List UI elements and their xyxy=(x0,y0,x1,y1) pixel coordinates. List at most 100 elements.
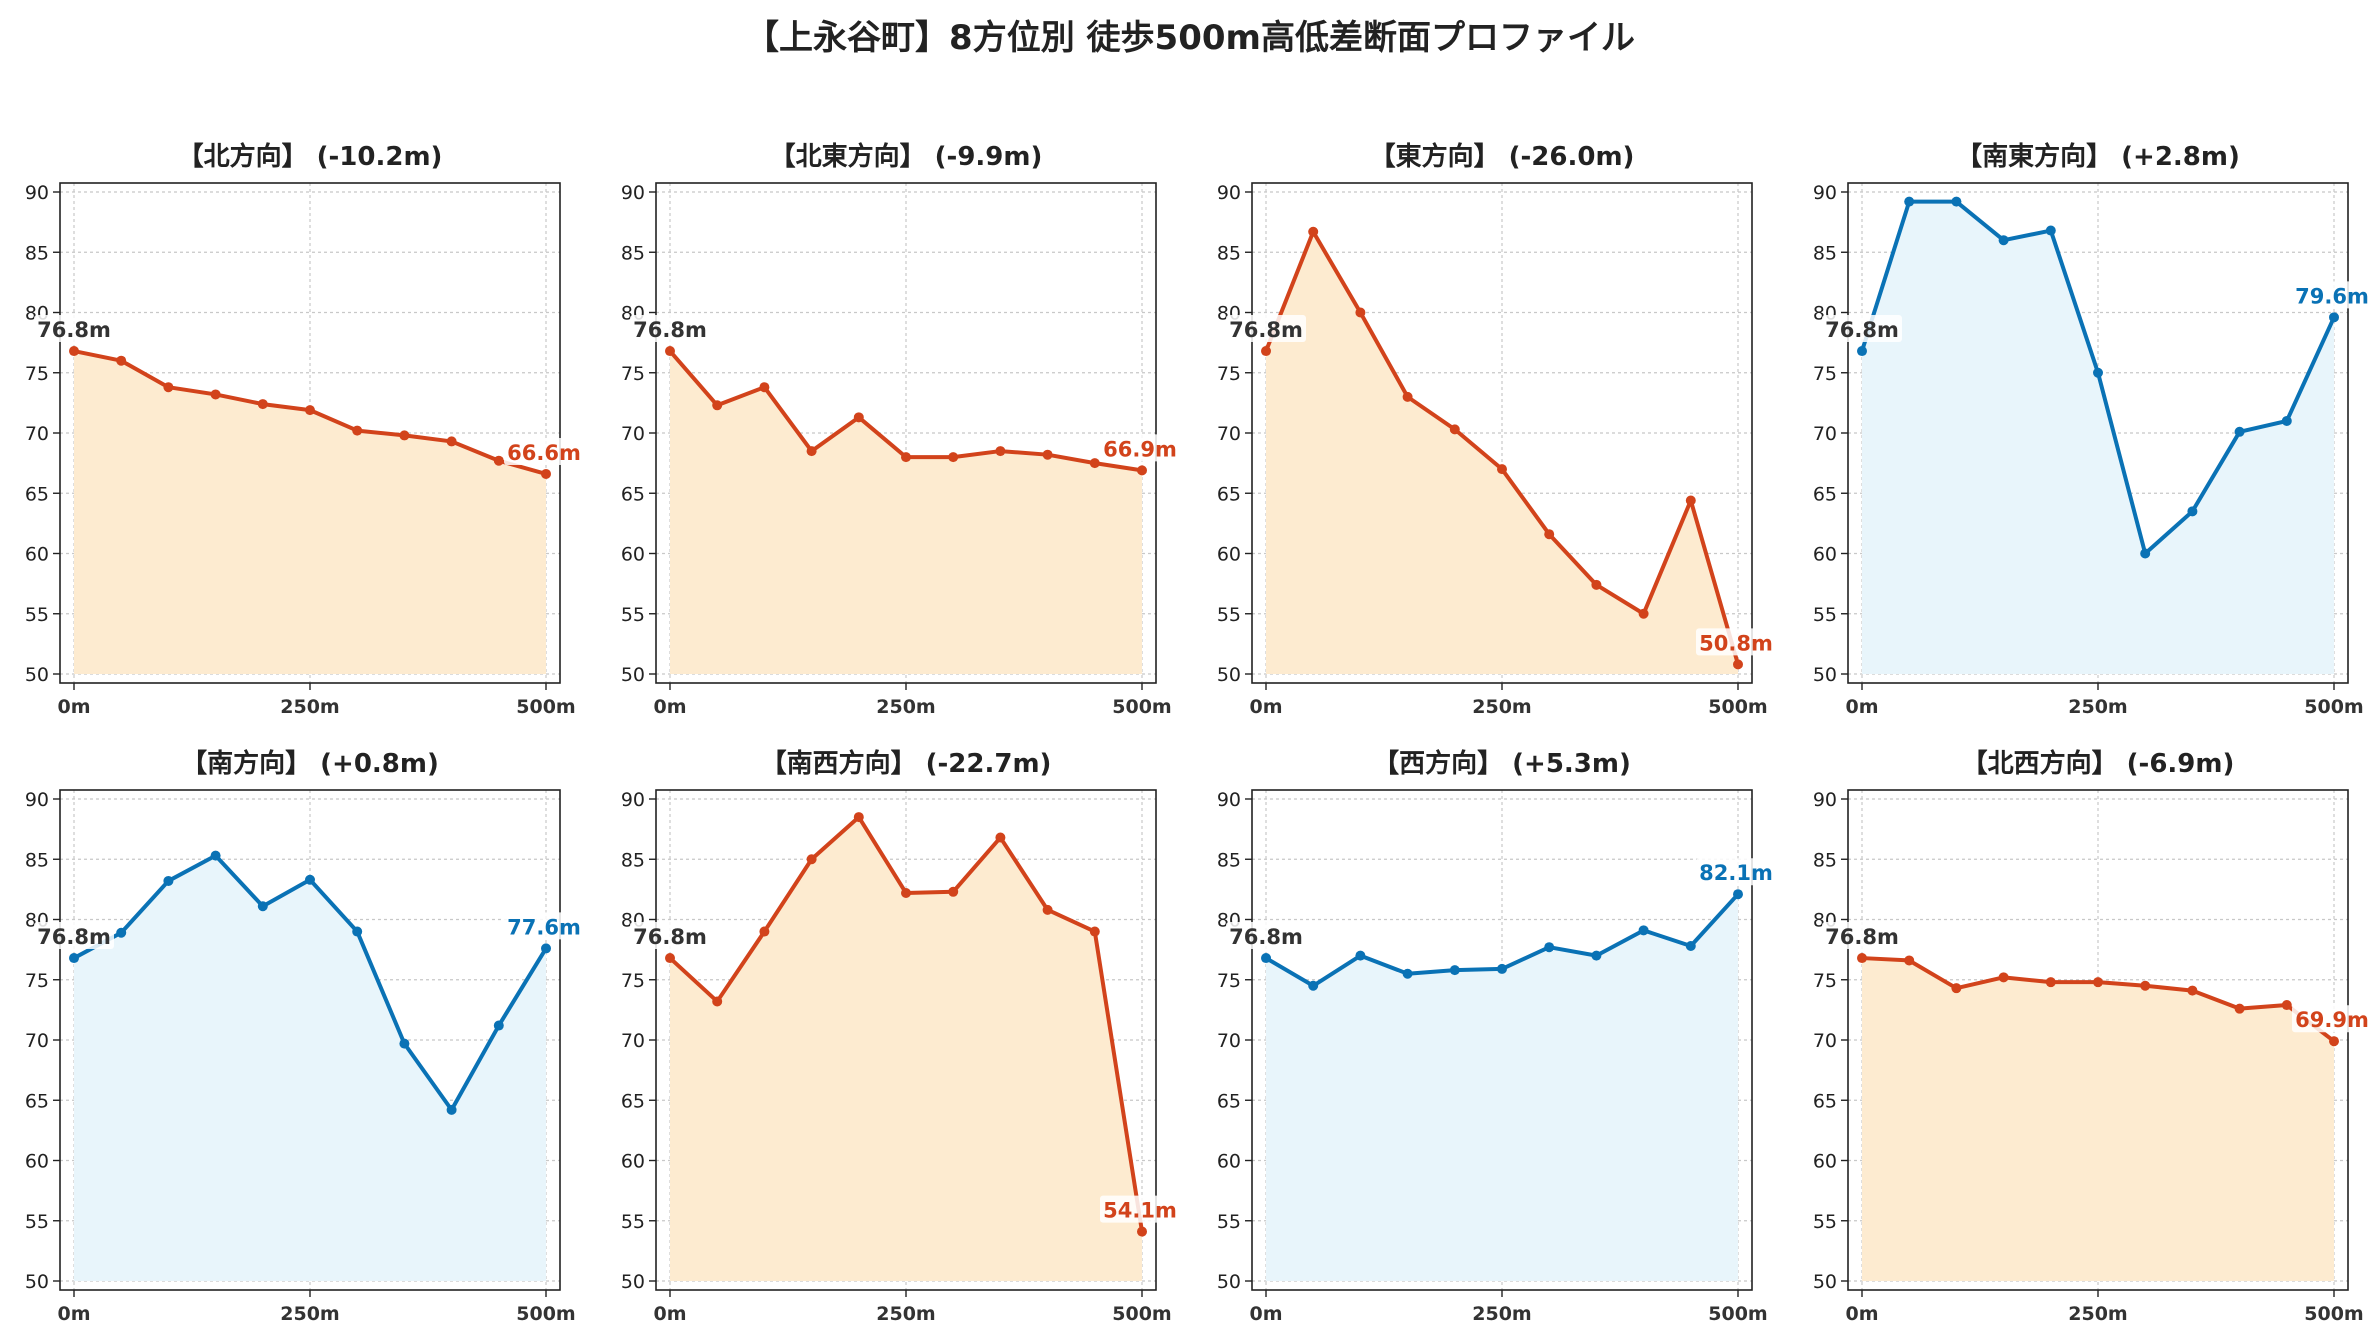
data-point xyxy=(759,382,770,393)
y-tick-label: 55 xyxy=(1813,604,1837,626)
start-value-label: 76.8m xyxy=(1825,925,1899,949)
y-tick-label: 60 xyxy=(621,544,645,566)
data-point xyxy=(1638,608,1649,619)
y-tick-label: 70 xyxy=(621,1030,645,1052)
data-point xyxy=(759,926,770,937)
subplot-title: 【南方向】 (+0.8m) xyxy=(181,748,439,779)
y-tick-label: 55 xyxy=(25,1211,49,1233)
data-point xyxy=(163,382,174,393)
start-value-label: 76.8m xyxy=(37,925,111,949)
end-label-bg xyxy=(2292,1005,2372,1033)
y-tick-label: 50 xyxy=(1813,1271,1837,1293)
data-point xyxy=(2093,367,2103,378)
data-point xyxy=(1857,346,1867,357)
start-label-bg xyxy=(1226,315,1306,343)
start-label-bg xyxy=(1822,315,1902,343)
x-tick-label: 500m xyxy=(1708,1303,1767,1325)
data-point xyxy=(1591,579,1602,590)
y-tick-label: 60 xyxy=(25,1151,49,1173)
profile-area xyxy=(670,351,1142,674)
y-tick-label: 70 xyxy=(1813,1030,1837,1052)
start-label-bg xyxy=(630,922,710,950)
start-label-bg xyxy=(34,315,114,343)
y-tick-label: 65 xyxy=(621,483,645,505)
data-point xyxy=(2281,1000,2292,1011)
data-point xyxy=(1402,391,1413,402)
data-point xyxy=(1685,495,1696,506)
data-point xyxy=(305,405,315,416)
x-tick-label: 500m xyxy=(2304,696,2363,718)
end-value-label: 79.6m xyxy=(2295,284,2369,308)
y-tick-label: 75 xyxy=(1813,363,1837,385)
data-point xyxy=(1685,941,1696,952)
data-point xyxy=(163,875,174,886)
y-tick-label: 55 xyxy=(1217,1211,1241,1233)
x-tick-label: 0m xyxy=(1249,696,1282,718)
data-point xyxy=(1497,963,1507,974)
x-tick-label: 250m xyxy=(876,696,935,718)
y-tick-label: 65 xyxy=(25,1090,49,1112)
y-tick-label: 65 xyxy=(1813,483,1837,505)
end-value-label: 54.1m xyxy=(1103,1199,1177,1223)
y-tick-label: 60 xyxy=(1217,544,1241,566)
y-tick-label: 70 xyxy=(621,423,645,445)
y-tick-label: 75 xyxy=(1217,363,1241,385)
y-tick-label: 85 xyxy=(621,242,645,264)
data-point xyxy=(1042,449,1053,460)
y-tick-label: 90 xyxy=(25,789,49,811)
x-tick-label: 250m xyxy=(1472,1303,1531,1325)
start-value-label: 76.8m xyxy=(1825,318,1899,342)
y-tick-label: 65 xyxy=(1813,1090,1837,1112)
x-tick-label: 500m xyxy=(1112,1303,1171,1325)
data-point xyxy=(69,953,79,964)
end-value-label: 66.9m xyxy=(1103,437,1177,461)
data-point xyxy=(1544,529,1555,540)
y-tick-label: 60 xyxy=(621,1151,645,1173)
end-label-bg xyxy=(1100,434,1180,462)
data-point xyxy=(257,399,268,410)
y-tick-label: 50 xyxy=(25,664,49,686)
data-point xyxy=(995,446,1006,457)
x-tick-label: 250m xyxy=(280,696,339,718)
data-point xyxy=(352,425,363,436)
data-point xyxy=(1355,950,1366,961)
start-value-label: 76.8m xyxy=(633,925,707,949)
subplot-title: 【北西方向】 (-6.9m) xyxy=(1962,748,2235,779)
end-label-bg xyxy=(1696,858,1776,886)
data-point xyxy=(1449,424,1460,435)
subplot-title: 【南東方向】 (+2.8m) xyxy=(1956,141,2240,172)
y-tick-label: 60 xyxy=(1813,544,1837,566)
y-tick-label: 70 xyxy=(25,1030,49,1052)
y-tick-label: 60 xyxy=(1217,1151,1241,1173)
x-tick-label: 250m xyxy=(2068,696,2127,718)
data-point xyxy=(995,832,1006,843)
y-tick-label: 70 xyxy=(1217,1030,1241,1052)
data-point xyxy=(1402,968,1413,979)
data-point xyxy=(1261,346,1271,357)
y-tick-label: 55 xyxy=(621,604,645,626)
x-tick-label: 500m xyxy=(2304,1303,2363,1325)
x-tick-label: 250m xyxy=(1472,696,1531,718)
data-point xyxy=(116,355,127,366)
data-point xyxy=(1904,955,1915,966)
data-point xyxy=(1591,950,1602,961)
data-point xyxy=(1261,953,1271,964)
y-tick-label: 85 xyxy=(25,242,49,264)
y-tick-label: 85 xyxy=(25,849,49,871)
y-tick-label: 65 xyxy=(25,483,49,505)
data-point xyxy=(901,887,911,898)
data-point xyxy=(712,400,723,411)
y-tick-label: 85 xyxy=(1217,242,1241,264)
x-tick-label: 0m xyxy=(1845,1303,1878,1325)
x-tick-label: 500m xyxy=(1112,696,1171,718)
data-point xyxy=(2234,1003,2245,1014)
y-tick-label: 85 xyxy=(1813,242,1837,264)
start-value-label: 76.8m xyxy=(37,318,111,342)
y-tick-label: 65 xyxy=(621,1090,645,1112)
data-point xyxy=(1497,464,1507,475)
y-tick-label: 60 xyxy=(25,544,49,566)
